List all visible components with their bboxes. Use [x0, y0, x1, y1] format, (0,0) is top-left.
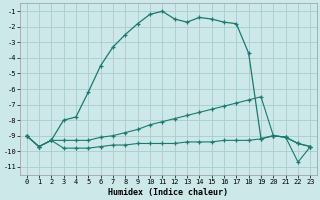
- X-axis label: Humidex (Indice chaleur): Humidex (Indice chaleur): [108, 188, 228, 197]
